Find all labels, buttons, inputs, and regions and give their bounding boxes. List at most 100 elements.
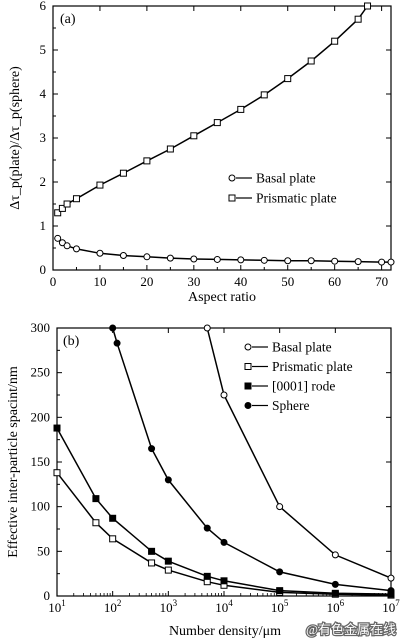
panel-b-legend-marker	[244, 382, 252, 390]
panel-a-point-basal-plate	[119, 251, 127, 259]
panel-b-y-axis-label: Effective inter-particle spacint/nm	[6, 366, 21, 558]
panel-b-point-sphere	[148, 445, 156, 453]
panel-a-point-prismatic-plate	[284, 75, 292, 83]
panel-b-x-tick-base: 10	[48, 600, 61, 615]
panel-b-point-sphere	[164, 476, 172, 484]
panel-b-point-0001-rode	[331, 589, 339, 597]
panel-b-x-tick-label: 104	[215, 598, 233, 615]
panel-a-point-basal-plate	[190, 255, 198, 263]
panel-b-point-sphere	[109, 324, 117, 332]
panel-a-x-tick-label: 60	[328, 274, 341, 289]
panel-a-chart: (a) 0 10 20 30 40 50 60 70 0 1 2 3 4 5 6 Basal plate Pr…	[8, 0, 395, 305]
panel-a-label: (a)	[60, 12, 76, 27]
panel-a-point-prismatic-plate	[166, 145, 174, 153]
panel-a-x-tick-label: 70	[375, 274, 388, 289]
panel-a-point-basal-plate	[260, 256, 268, 264]
panel-a-point-prismatic-plate	[58, 204, 66, 212]
panel-b-x-tick-label: 101	[48, 598, 66, 615]
panel-a-y-tick-label: 0	[40, 262, 47, 277]
panel-a-legend-marker	[228, 174, 236, 182]
panel-b-point-0001-rode	[164, 557, 172, 565]
panel-a-point-basal-plate	[331, 257, 339, 265]
panel-a-point-basal-plate	[54, 234, 62, 242]
panel-a-point-basal-plate	[166, 254, 174, 262]
panel-b-x-tick-exponent: 3	[173, 598, 178, 608]
panel-b-point-basal-plate	[276, 503, 284, 511]
panel-b-point-0001-rode	[92, 495, 100, 503]
panel-a-point-basal-plate	[378, 258, 386, 266]
panel-b-point-sphere	[331, 580, 339, 588]
panel-b-label: (b)	[63, 334, 80, 349]
panel-a-point-basal-plate	[63, 242, 71, 250]
panel-b-x-tick-base: 10	[160, 600, 173, 615]
panel-b-legend-marker	[244, 363, 252, 370]
panel-b-legend-marker	[244, 402, 252, 409]
panel-b-y-tick-label: 150	[31, 454, 51, 469]
panel-a-point-prismatic-plate	[72, 195, 80, 203]
panel-b-legend-label: Sphere	[272, 398, 310, 413]
panel-a-x-tick-label: 0	[50, 274, 57, 289]
panel-b-point-basal-plate	[220, 391, 228, 399]
panel-a-legend-label: Basal plate	[256, 171, 316, 186]
panel-b-x-tick-exponent: 7	[395, 598, 400, 608]
panel-b-point-prismatic-plate	[109, 535, 117, 543]
panel-b-point-sphere	[203, 524, 211, 532]
panel-a-x-tick-label: 10	[93, 274, 106, 289]
panel-a-point-basal-plate	[213, 255, 221, 263]
watermark: @有色金属在线	[306, 622, 396, 637]
panel-a-point-prismatic-plate	[331, 37, 339, 45]
panel-a-point-basal-plate	[237, 256, 245, 264]
panel-b-x-tick-exponent: 2	[117, 598, 122, 608]
panel-b-x-tick-label: 103	[160, 598, 178, 615]
panel-a-point-basal-plate	[96, 249, 104, 257]
panel-a-point-prismatic-plate	[63, 200, 71, 208]
panel-b-point-sphere	[276, 568, 284, 576]
panel-b-y-tick-label: 0	[44, 588, 51, 603]
panel-b-y-tick-label: 300	[31, 320, 51, 335]
panel-b-series-line-0001-rode	[56, 427, 392, 595]
panel-a-y-tick-label: 5	[40, 42, 47, 57]
panel-b-point-prismatic-plate	[92, 519, 100, 527]
panel-a-point-prismatic-plate	[307, 57, 315, 65]
panel-b-y-tick-label: 100	[31, 499, 51, 514]
panel-a-x-tick-label: 20	[140, 274, 153, 289]
panel-b-point-prismatic-plate	[53, 469, 61, 477]
panel-a-point-prismatic-plate	[354, 15, 362, 23]
panel-b-point-0001-rode	[276, 587, 284, 595]
panel-a-point-prismatic-plate	[54, 209, 62, 217]
panel-b-y-tick-label: 250	[31, 365, 51, 380]
panel-b-chart: (b) 101 102 103 104 105 106 107050100150200250…	[6, 320, 400, 639]
panel-a-point-basal-plate	[307, 257, 315, 265]
panel-b-x-tick-exponent: 5	[284, 598, 289, 608]
panel-b-legend-label: Basal plate	[272, 340, 332, 355]
panel-b-x-tick-exponent: 1	[61, 598, 66, 608]
panel-b-point-0001-rode	[220, 577, 228, 585]
panel-b-x-tick-exponent: 6	[340, 598, 345, 608]
panel-a-point-prismatic-plate	[143, 157, 151, 165]
panel-b-y-tick-label: 50	[37, 543, 50, 558]
panel-a-point-basal-plate	[58, 239, 66, 247]
panel-a-y-axis-label: Δτ_p(plate)/Δτ_p(sphere)	[8, 66, 23, 210]
panel-b-x-tick-base: 10	[327, 600, 340, 615]
panel-a-point-basal-plate	[284, 257, 292, 265]
panel-b-series-line-prismatic-plate	[56, 472, 392, 596]
panel-b-x-tick-base: 10	[271, 600, 284, 615]
panel-a-y-tick-label: 1	[40, 218, 47, 233]
panel-b-x-axis-label: Number density/μm	[169, 624, 281, 639]
panel-a-point-basal-plate	[387, 258, 395, 266]
panel-b-legend-label: [0001] rode	[272, 379, 335, 394]
panel-b-point-0001-rode	[148, 547, 156, 555]
panel-a-point-prismatic-plate	[213, 119, 221, 127]
panel-b-legend-label: Prismatic plate	[272, 359, 353, 374]
panel-b-point-prismatic-plate	[164, 566, 172, 574]
panel-a-point-prismatic-plate	[260, 91, 268, 99]
panel-a-point-prismatic-plate	[237, 105, 245, 113]
panel-a-point-basal-plate	[143, 253, 151, 261]
panel-a-x-tick-label: 50	[281, 274, 294, 289]
panel-b-x-tick-label: 105	[271, 598, 289, 615]
panel-b-point-0001-rode	[53, 424, 61, 432]
panel-b-point-basal-plate	[203, 324, 211, 332]
panel-a-point-basal-plate	[354, 258, 362, 266]
panel-b-point-0001-rode	[203, 572, 211, 580]
